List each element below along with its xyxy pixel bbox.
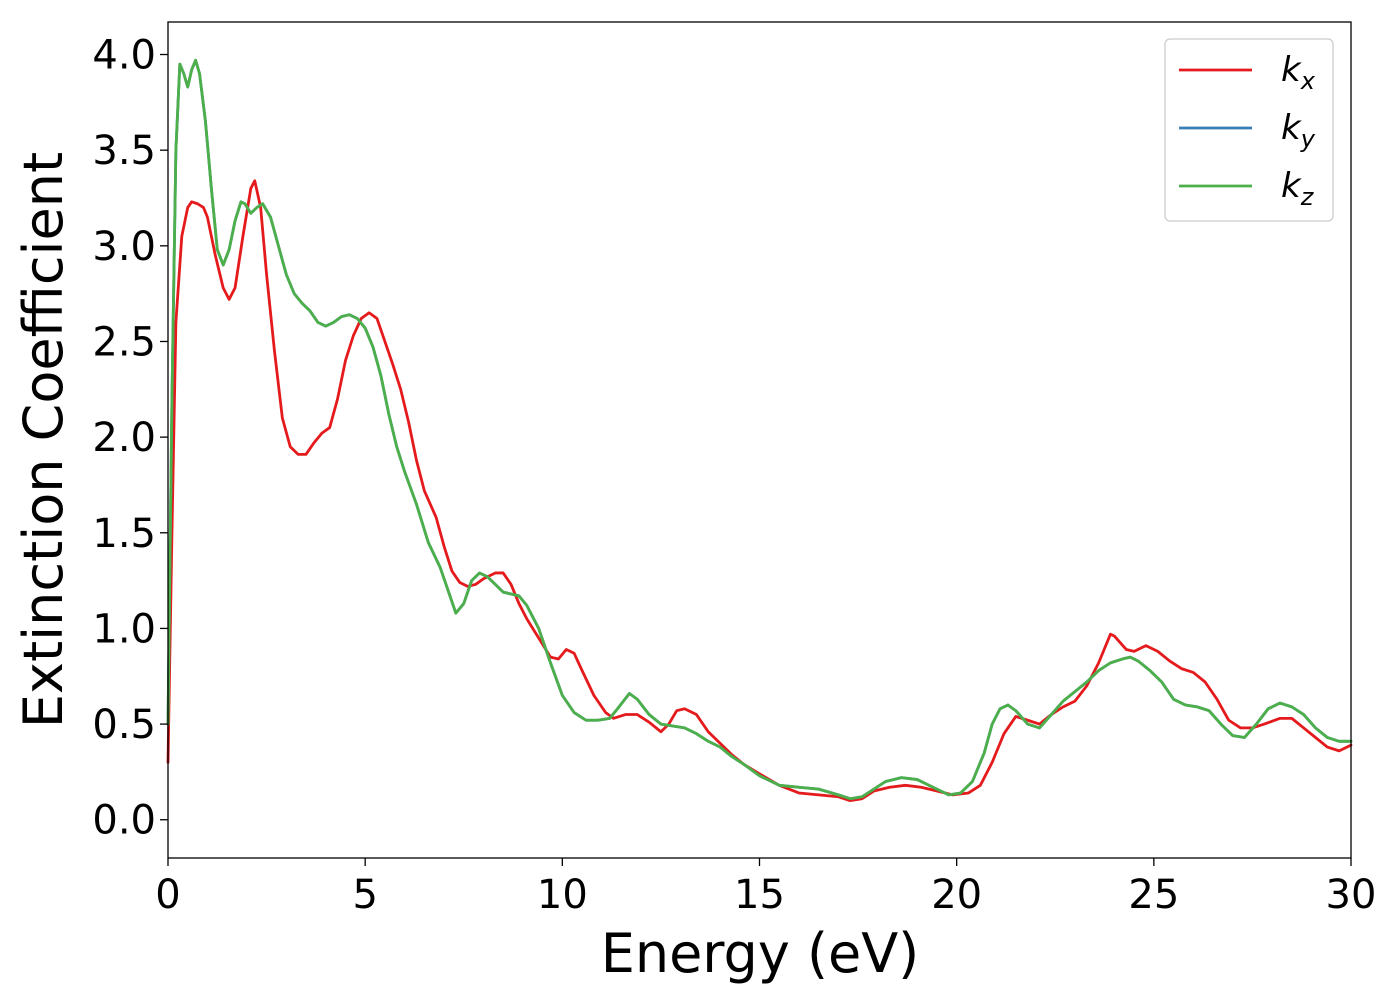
x-tick-label: 15 — [734, 872, 785, 918]
series-line-kz — [166, 58, 1353, 801]
y-tick-label: 3.0 — [92, 224, 156, 270]
y-tick-label: 0.0 — [92, 798, 156, 844]
x-tick-label: 30 — [1326, 872, 1377, 918]
y-tick-label: 0.5 — [92, 702, 156, 748]
y-tick-label: 2.5 — [92, 319, 156, 365]
x-tick-label: 5 — [352, 872, 377, 918]
y-tick-label: 2.0 — [92, 415, 156, 461]
series-layer — [166, 58, 1353, 803]
y-tick-label: 1.0 — [92, 606, 156, 652]
legend-label-kz: kz — [1281, 166, 1315, 211]
x-tick-label: 20 — [931, 872, 982, 918]
y-tick-label: 3.5 — [92, 128, 156, 174]
y-axis-ticks: 0.0 0.5 1.0 1.5 2.0 2.5 3.0 3.5 4.0 — [92, 33, 168, 844]
legend-entries: kx ky kz — [1179, 50, 1316, 211]
legend-label-kx: kx — [1281, 50, 1316, 95]
y-tick-label: 1.5 — [92, 511, 156, 557]
x-tick-label: 0 — [155, 872, 180, 918]
y-tick-label: 4.0 — [92, 33, 156, 79]
y-axis-label: Extinction Coefficient — [12, 152, 75, 728]
legend-box — [1164, 38, 1334, 222]
x-tick-label: 10 — [537, 872, 588, 918]
legend: kx ky kz — [1164, 38, 1334, 222]
x-axis-label: Energy (eV) — [601, 922, 920, 985]
x-tick-label: 25 — [1128, 872, 1179, 918]
series-line-kx — [166, 179, 1353, 803]
x-axis-ticks: 0 5 10 15 20 25 30 — [155, 858, 1376, 918]
legend-label-ky: ky — [1281, 108, 1316, 153]
